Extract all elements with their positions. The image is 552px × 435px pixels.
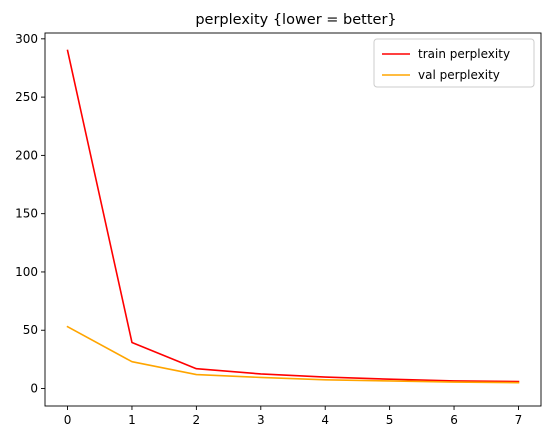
y-tick-label: 150 <box>15 207 38 221</box>
legend-label-1: val perplexity <box>418 68 500 82</box>
y-tick-label: 0 <box>30 382 38 396</box>
y-tick-label: 250 <box>15 90 38 104</box>
series-line-0 <box>66 49 520 383</box>
axes-layer: 0 1 2 3 4 5 6 7 0 50 100 150 200 250 300 <box>15 32 542 427</box>
y-tick-label: 50 <box>23 323 38 337</box>
x-tick-label: 4 <box>321 413 329 427</box>
series-layer <box>66 49 520 384</box>
x-tick-label: 7 <box>515 413 523 427</box>
legend: train perplexity val perplexity <box>373 38 535 88</box>
y-tick-label: 200 <box>15 148 38 162</box>
chart-title: perplexity {lower = better} <box>195 12 396 28</box>
x-tick-label: 0 <box>64 413 72 427</box>
y-tick-label: 300 <box>15 32 38 46</box>
y-tick-label: 100 <box>15 265 38 279</box>
series-line-1 <box>66 325 520 384</box>
x-tick-label: 6 <box>450 413 458 427</box>
legend-box <box>373 38 535 88</box>
x-tick-label: 2 <box>193 413 201 427</box>
legend-label-0: train perplexity <box>418 47 510 61</box>
x-tick-label: 1 <box>128 413 136 427</box>
x-tick-label: 3 <box>257 413 265 427</box>
x-tick-label: 5 <box>386 413 394 427</box>
plot-frame <box>44 32 542 407</box>
